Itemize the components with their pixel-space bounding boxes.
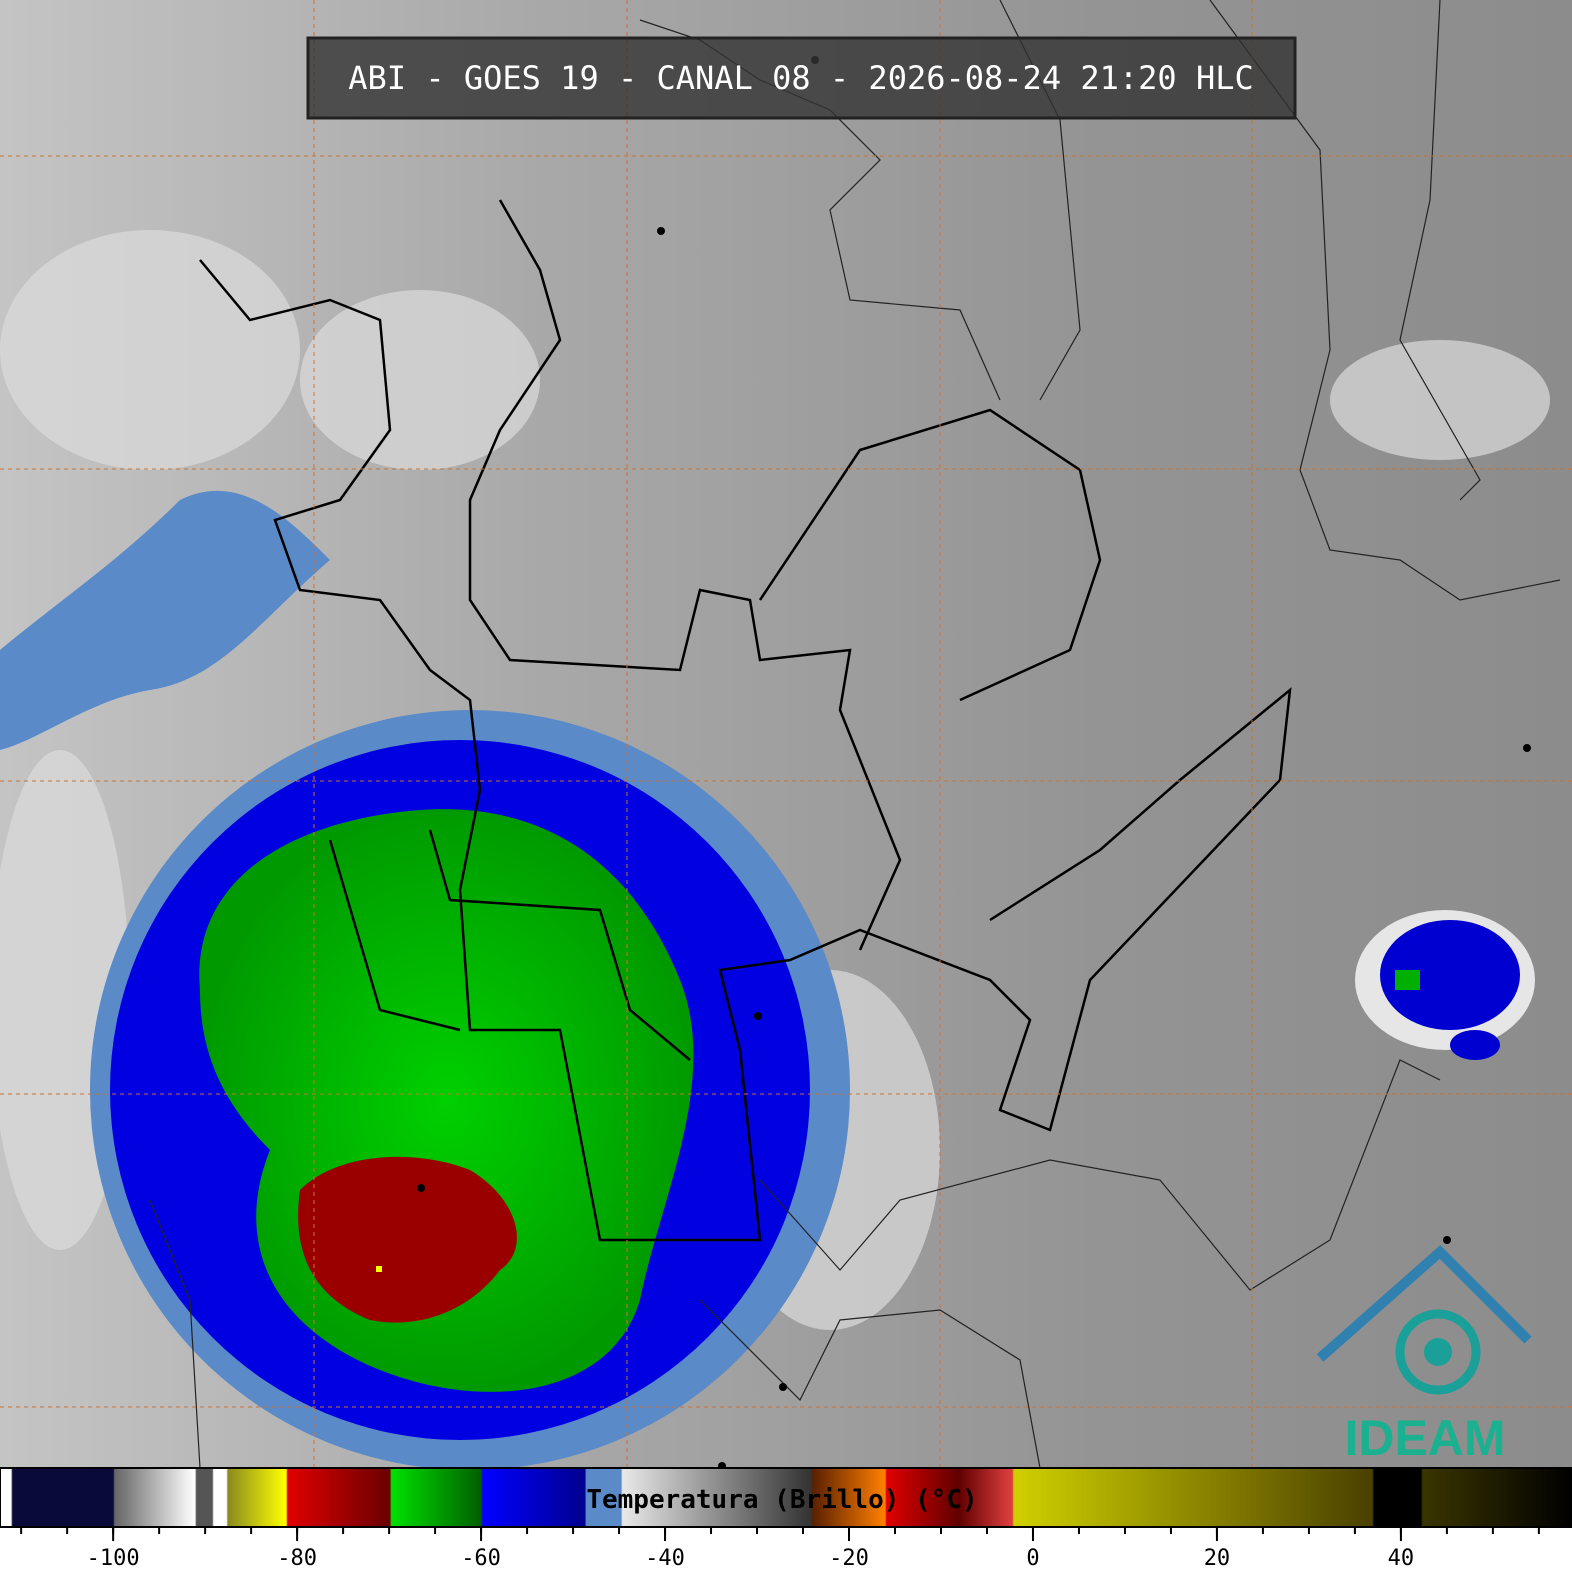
logo: IDEAM [1316, 1245, 1532, 1466]
title-box [306, 36, 1297, 120]
title: ABI - GOES 19 - CANAL 08 - 2026-08-24 21… [348, 59, 1253, 97]
tick-label: 20 [1204, 1546, 1231, 1571]
tick-label: 0 [1026, 1546, 1039, 1571]
storm [110, 740, 1520, 1440]
tick-label: -40 [645, 1546, 685, 1571]
borders [199, 199, 1292, 1242]
tick-label: -80 [277, 1546, 317, 1571]
tick-label: -20 [829, 1546, 869, 1571]
tick-label: -60 [461, 1546, 501, 1571]
graticule [0, 0, 1572, 1468]
colorbar-label: Temperatura (Brillo) (°C) [586, 1485, 977, 1515]
colorbar-ticks: -100 -80 -60 -40 -20 0 20 40 [20, 1527, 1540, 1571]
tick-label: 40 [1388, 1546, 1415, 1571]
tick-label: -100 [87, 1546, 140, 1571]
logo-text: IDEAM [1344, 1410, 1505, 1466]
colorbar [0, 1467, 1572, 1528]
